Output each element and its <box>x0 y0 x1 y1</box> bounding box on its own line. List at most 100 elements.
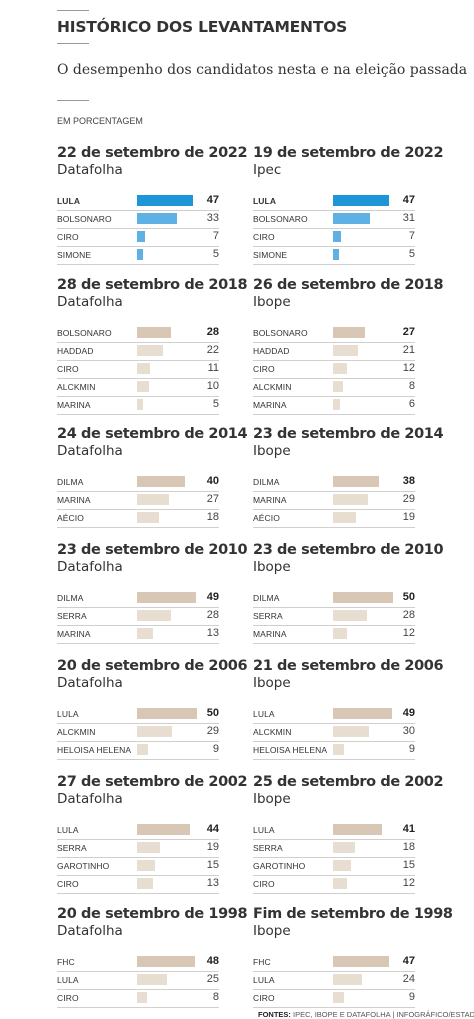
bar-list: LULA 44 SERRA 19 GAROTINHO 15 CIRO 13 <box>57 822 219 894</box>
bar-row: GAROTINHO 15 <box>253 858 415 876</box>
category-label: CIRO <box>253 364 275 374</box>
value-label: 5 <box>212 398 219 410</box>
chart-panel: 23 de setembro de 2010 Ibope DILMA 50 SERRA 2… <box>253 542 444 644</box>
bar-row: DILMA 49 <box>57 590 219 608</box>
value-label: 30 <box>402 725 415 737</box>
value-label: 41 <box>402 823 415 835</box>
category-label: CIRO <box>57 993 79 1003</box>
bar-row: CIRO 12 <box>253 876 415 894</box>
value-label: 28 <box>402 609 415 621</box>
top-rule <box>57 10 89 11</box>
bar <box>333 956 389 967</box>
bar <box>333 610 367 621</box>
chart-source: Ibope <box>253 294 291 310</box>
bar-row: MARINA 13 <box>57 626 219 644</box>
bar-row: BOLSONARO 28 <box>57 325 219 343</box>
bar <box>333 213 370 224</box>
bar <box>137 860 155 871</box>
category-label: DILMA <box>253 477 280 487</box>
chart-title: 27 de setembro de 2002 <box>57 774 248 790</box>
chart-source: Ibope <box>253 443 291 459</box>
category-label: DILMA <box>57 593 84 603</box>
category-label: CIRO <box>253 879 275 889</box>
category-label: LULA <box>57 825 79 835</box>
value-label: 9 <box>212 743 219 755</box>
bar-row: MARINA 12 <box>253 626 415 644</box>
bar <box>333 708 392 719</box>
value-label: 29 <box>402 493 415 505</box>
bar <box>333 249 339 260</box>
bar-row: SERRA 28 <box>57 608 219 626</box>
value-label: 15 <box>402 859 415 871</box>
chart-title: 19 de setembro de 2022 <box>253 145 444 161</box>
category-label: MARINA <box>57 400 91 410</box>
category-label: SERRA <box>253 611 283 621</box>
category-label: HELOISA HELENA <box>253 745 328 755</box>
value-label: 9 <box>408 743 415 755</box>
bar-row: DILMA 50 <box>253 590 415 608</box>
bar-row: CIRO 13 <box>57 876 219 894</box>
bar-row: AÉCIO 18 <box>57 510 219 528</box>
chart-source: Datafolha <box>57 294 123 310</box>
category-label: MARINA <box>57 495 91 505</box>
bar-row: CIRO 7 <box>57 229 219 247</box>
bar <box>333 860 351 871</box>
category-label: BOLSONARO <box>253 328 308 338</box>
bar <box>137 956 195 967</box>
bar <box>137 381 149 392</box>
chart-source: Ibope <box>253 791 291 807</box>
bar <box>137 476 185 487</box>
chart-title: 21 de setembro de 2006 <box>253 658 444 674</box>
bar-row: HADDAD 21 <box>253 343 415 361</box>
value-label: 19 <box>402 511 415 523</box>
bar-row: SERRA 18 <box>253 840 415 858</box>
value-label: 48 <box>206 955 219 967</box>
bar-row: ALCKMIN 10 <box>57 379 219 397</box>
bar <box>333 726 369 737</box>
chart-panel: 28 de setembro de 2018 Datafolha BOLSONARO… <box>57 277 248 415</box>
chart-title: 22 de setembro de 2022 <box>57 145 248 161</box>
category-label: SIMONE <box>253 250 288 260</box>
category-label: FHC <box>57 957 75 967</box>
chart-title: 23 de setembro de 2010 <box>57 542 248 558</box>
value-label: 12 <box>402 362 415 374</box>
bar <box>333 592 393 603</box>
chart-source: Datafolha <box>57 559 123 575</box>
value-label: 33 <box>206 212 219 224</box>
bar-row: LULA 41 <box>253 822 415 840</box>
chart-source: Ipec <box>253 162 282 178</box>
bar-row: HADDAD 22 <box>57 343 219 361</box>
chart-source: Ibope <box>253 923 291 939</box>
category-label: ALCKMIN <box>253 382 292 392</box>
category-label: SIMONE <box>57 250 92 260</box>
chart-panel: 19 de setembro de 2022 Ipec LULA 47 BOLSONAR… <box>253 145 444 265</box>
bar-row: MARINA 29 <box>253 492 415 510</box>
category-label: AÉCIO <box>253 513 280 523</box>
category-label: CIRO <box>253 232 275 242</box>
bar <box>137 628 153 639</box>
category-label: ALCKMIN <box>57 382 96 392</box>
bar <box>137 744 148 755</box>
bar-row: LULA 49 <box>253 706 415 724</box>
bar-list: BOLSONARO 28 HADDAD 22 CIRO 11 ALCKMIN 10 MARINA… <box>57 325 219 415</box>
chart-panel: 25 de setembro de 2002 Ibope LULA 41 SERRA 18… <box>253 774 444 894</box>
value-label: 49 <box>402 707 415 719</box>
chart-source: Datafolha <box>57 923 123 939</box>
bar-row: SERRA 28 <box>253 608 415 626</box>
category-label: BOLSONARO <box>253 214 308 224</box>
bar-list: DILMA 38 MARINA 29 AÉCIO 19 <box>253 474 415 528</box>
bar <box>333 628 347 639</box>
bar-row: FHC 47 <box>253 954 415 972</box>
value-label: 38 <box>402 475 415 487</box>
value-label: 47 <box>206 194 219 206</box>
value-label: 13 <box>206 877 219 889</box>
value-label: 40 <box>206 475 219 487</box>
bar <box>333 345 358 356</box>
bar-list: LULA 47 BOLSONARO 31 CIRO 7 SIMONE 5 <box>253 193 415 265</box>
value-label: 27 <box>402 326 415 338</box>
bar-row: CIRO 9 <box>253 990 415 1008</box>
bar <box>137 512 159 523</box>
category-label: SERRA <box>57 611 87 621</box>
bar <box>333 476 379 487</box>
chart-panel: 26 de setembro de 2018 Ibope BOLSONARO 27 HA… <box>253 277 444 415</box>
